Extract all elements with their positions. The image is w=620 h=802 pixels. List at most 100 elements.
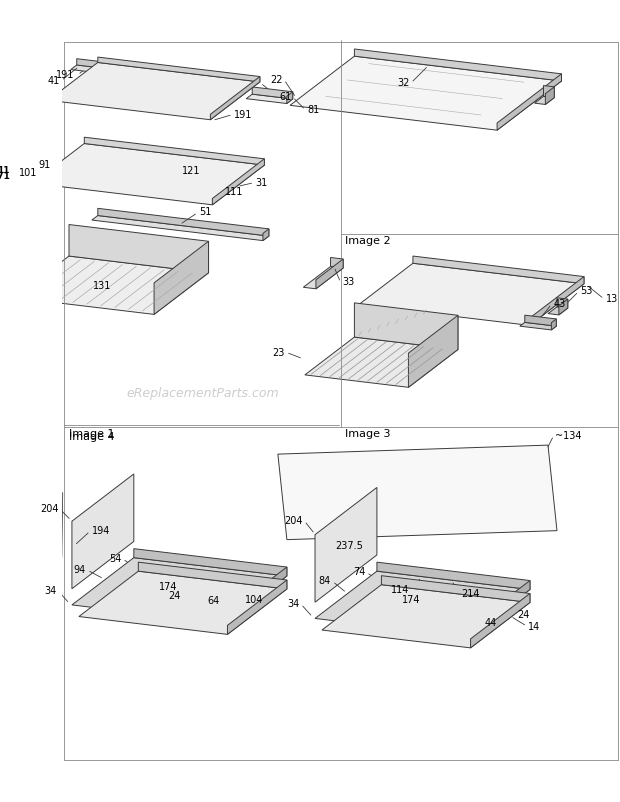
Polygon shape [290,56,562,130]
Polygon shape [161,70,167,80]
Text: 81: 81 [307,105,319,115]
Text: 104: 104 [244,595,263,605]
Text: eReplacementParts.com: eReplacementParts.com [126,387,278,400]
Polygon shape [77,59,167,76]
Polygon shape [32,144,264,205]
Polygon shape [225,567,287,623]
Text: 33: 33 [342,277,355,287]
Polygon shape [315,488,377,602]
Polygon shape [98,57,260,82]
Text: 114: 114 [391,585,409,595]
Polygon shape [72,474,134,589]
Text: 24: 24 [168,590,180,601]
Polygon shape [546,87,554,104]
Text: 61: 61 [280,92,292,102]
Polygon shape [413,256,584,284]
Polygon shape [559,299,568,315]
Polygon shape [35,176,38,184]
Text: 13: 13 [606,294,618,304]
Text: 174: 174 [402,595,421,606]
Text: 131: 131 [93,282,111,291]
Text: 43: 43 [554,299,566,310]
Text: 51: 51 [199,208,211,217]
Polygon shape [305,337,458,387]
Polygon shape [228,580,287,634]
Text: 44: 44 [484,618,497,628]
Polygon shape [322,585,530,648]
Polygon shape [315,571,530,637]
Polygon shape [84,137,264,165]
Polygon shape [544,86,554,98]
Polygon shape [69,225,208,273]
Polygon shape [287,91,293,103]
Polygon shape [48,63,260,119]
Polygon shape [381,576,530,602]
Text: Image 4: Image 4 [69,431,115,442]
Text: 32: 32 [397,78,409,88]
Polygon shape [278,445,557,540]
Text: 121: 121 [182,165,200,176]
Polygon shape [525,315,556,326]
Polygon shape [468,581,530,637]
Text: 214: 214 [461,589,480,598]
Polygon shape [21,180,38,184]
Text: 171: 171 [0,172,10,181]
Text: 91: 91 [38,160,51,170]
Polygon shape [134,549,287,576]
Polygon shape [548,307,568,315]
Text: 111: 111 [225,187,244,197]
Text: 194: 194 [92,526,110,536]
Polygon shape [252,87,293,99]
Polygon shape [377,562,530,589]
Text: 101: 101 [19,168,37,178]
Polygon shape [98,209,269,236]
Polygon shape [79,571,287,634]
Polygon shape [246,94,293,103]
Text: 14: 14 [528,622,541,632]
Polygon shape [497,74,562,130]
Polygon shape [138,562,287,589]
Text: 22: 22 [270,75,283,85]
Polygon shape [303,266,343,289]
Polygon shape [92,216,269,241]
Polygon shape [551,319,556,330]
Text: 11: 11 [0,166,10,175]
Text: ~134: ~134 [555,431,582,441]
Text: 174: 174 [159,581,178,592]
Polygon shape [210,76,260,119]
Text: 34: 34 [45,585,57,596]
Polygon shape [154,241,208,314]
Text: Image 2: Image 2 [345,237,391,246]
Text: 204: 204 [40,504,58,513]
Polygon shape [557,298,568,308]
Polygon shape [25,175,38,181]
Text: 204: 204 [284,516,303,526]
Text: 54: 54 [109,553,122,564]
Polygon shape [71,65,167,80]
Text: Image 3: Image 3 [345,429,391,439]
Text: 74: 74 [353,567,365,577]
Text: 24: 24 [517,610,529,620]
Text: 237.5: 237.5 [335,541,363,552]
Polygon shape [534,96,554,104]
Polygon shape [358,263,584,326]
Text: 191: 191 [234,110,252,120]
Text: Image 1: Image 1 [69,429,115,439]
Polygon shape [409,315,458,387]
Text: 191: 191 [56,70,74,80]
Polygon shape [520,322,556,330]
Polygon shape [355,49,562,81]
Text: 53: 53 [580,286,593,297]
Polygon shape [330,257,343,268]
Polygon shape [355,303,458,350]
Text: 34: 34 [288,599,300,610]
Text: 84: 84 [319,577,331,586]
Polygon shape [14,256,208,314]
Polygon shape [316,259,343,289]
Polygon shape [263,229,269,241]
Text: 23: 23 [273,348,285,358]
Text: 94: 94 [74,565,86,574]
Polygon shape [213,159,264,205]
Polygon shape [72,557,287,623]
Polygon shape [471,593,530,648]
